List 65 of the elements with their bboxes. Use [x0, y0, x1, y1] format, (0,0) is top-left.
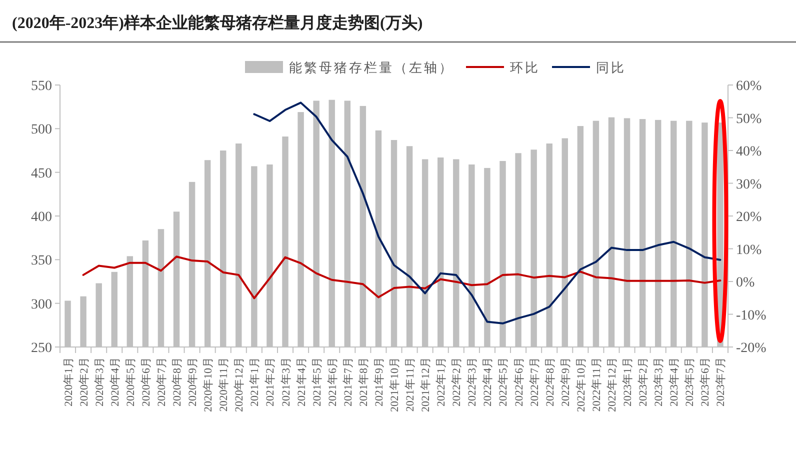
x-tick-label: 2021年10月 [389, 357, 401, 412]
x-tick-label: 2023年5月 [684, 357, 696, 406]
x-tick-label: 2021年3月 [280, 357, 292, 406]
y-tick-label: 300 [31, 297, 52, 312]
line-series [82, 256, 722, 300]
x-tick-label: 2023年1月 [622, 357, 634, 406]
y2-tick-label: 30% [736, 177, 762, 192]
x-tick-label: 2022年8月 [544, 357, 556, 406]
legend-label: 环比 [510, 60, 540, 75]
x-tick-label: 2020年10月 [202, 357, 215, 412]
legend-label: 能繁母猪存栏量（左轴） [289, 60, 454, 75]
x-tick-label: 2022年2月 [451, 357, 464, 406]
x-tick-label: 2022年4月 [482, 357, 494, 406]
x-tick-label: 2022年7月 [528, 357, 541, 406]
y2-tick-label: -10% [736, 308, 767, 324]
y-tick-label: 500 [31, 122, 52, 138]
x-tick-label: 2022年9月 [560, 357, 572, 406]
y-tick-label: 250 [31, 341, 52, 356]
x-tick-label: 2021年8月 [358, 357, 370, 406]
y2-tick-label: 20% [736, 210, 762, 225]
x-tick-label: 2020年9月 [187, 357, 200, 406]
x-tick-label: 2021年2月 [264, 357, 277, 406]
x-tick-label: 2022年1月 [436, 357, 448, 406]
y2-tick-label: 40% [736, 144, 762, 160]
x-tick-label: 2021年5月 [311, 357, 324, 406]
x-tick-label: 2020年6月 [140, 357, 152, 406]
x-tick-label: 2020年1月 [62, 357, 75, 406]
x-tick-label: 2023年6月 [700, 357, 712, 406]
x-tick-label: 2020年4月 [109, 357, 122, 406]
x-tick-label: 2021年7月 [342, 357, 354, 406]
x-tick-label: 2020年2月 [78, 357, 90, 406]
x-tick-label: 2021年4月 [296, 357, 308, 406]
x-tick-label: 2020年12月 [234, 357, 246, 412]
y2-tick-label: -20% [736, 341, 767, 356]
line-series [253, 102, 722, 324]
y-tick-label: 350 [31, 254, 52, 269]
x-tick-label: 2023年3月 [653, 357, 666, 406]
y-tick-label: 450 [31, 166, 52, 182]
x-tick-label: 2022年12月 [606, 357, 618, 412]
x-tick-label: 2020年8月 [172, 357, 184, 406]
y-tick-label: 550 [31, 79, 52, 94]
x-tick-label: 2022年3月 [466, 357, 479, 406]
x-tick-label: 2021年9月 [373, 357, 386, 406]
x-tick-label: 2022年10月 [575, 357, 588, 412]
x-tick-label: 2023年7月 [715, 357, 728, 406]
x-tick-label: 2021年12月 [420, 357, 432, 412]
legend-label: 同比 [596, 60, 626, 75]
y2-tick-label: 60% [736, 79, 762, 94]
x-tick-label: 2022年5月 [498, 357, 510, 406]
title: (2020年-2023年)样本企业能繁母猪存栏量月度走势图(万头) [12, 15, 423, 32]
x-tick-label: 2021年1月 [249, 357, 262, 406]
y-tick-label: 400 [31, 210, 52, 225]
x-tick-label: 2020年3月 [94, 357, 106, 406]
x-tick-label: 2020年11月 [218, 357, 230, 412]
y2-tick-label: 0% [736, 276, 755, 290]
y2-tick-label: 50% [736, 112, 762, 127]
x-tick-label: 2022年11月 [590, 357, 603, 412]
x-tick-label: 2020年5月 [124, 357, 137, 406]
x-tick-label: 2023年2月 [638, 357, 650, 406]
x-tick-label: 2020年7月 [156, 357, 168, 406]
x-tick-label: 2021年6月 [326, 357, 339, 406]
x-tick-label: 2023年4月 [668, 357, 681, 406]
x-tick-label: 2021年11月 [404, 357, 417, 412]
y2-tick-label: 10% [736, 242, 762, 258]
x-tick-label: 2022年6月 [513, 357, 526, 406]
